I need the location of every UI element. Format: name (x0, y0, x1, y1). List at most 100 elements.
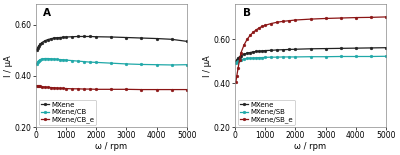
MXene (354, 47, 358, 49)
MXene/SB_e (323, 18, 328, 19)
MXene (184, 40, 189, 42)
MXene/SB_e (368, 16, 373, 18)
MXene/CB (76, 60, 80, 62)
MXene/SB_e (260, 25, 265, 27)
MXene/CB_e (36, 85, 41, 87)
MXene (35, 47, 40, 49)
MXene/CB (36, 60, 41, 62)
MXene/SB (293, 56, 298, 58)
MXene (257, 50, 262, 52)
MXene/SB_e (237, 59, 242, 60)
MXene (251, 51, 256, 53)
MXene (48, 38, 53, 40)
MXene/CB (139, 64, 144, 65)
MXene (82, 35, 86, 37)
MXene/SB (368, 55, 373, 57)
MXene/CB (52, 58, 56, 60)
MXene/SB (260, 57, 265, 59)
Line: MXene/CB: MXene/CB (35, 57, 188, 66)
MXene (52, 37, 56, 39)
MXene/CB (88, 61, 92, 63)
MXene/SB (269, 56, 274, 58)
MXene (368, 47, 373, 49)
MXene/CB (48, 58, 53, 60)
MXene (275, 49, 280, 51)
MXene (248, 52, 252, 53)
MXene/SB (338, 55, 343, 57)
MXene/CB (46, 58, 50, 60)
MXene/SB (257, 57, 262, 59)
MXene/CB_e (38, 86, 43, 87)
MXene (287, 49, 292, 50)
MXene/SB_e (287, 20, 292, 22)
MXene/SB (248, 57, 252, 59)
MXene (38, 43, 43, 45)
MXene/SB_e (234, 81, 238, 82)
MXene/SB (237, 60, 242, 61)
MXene/SB (287, 56, 292, 58)
MXene/CB_e (154, 89, 159, 91)
MXene/SB (384, 55, 388, 57)
MXene/SB (281, 56, 286, 58)
MXene/SB (354, 55, 358, 57)
MXene/CB_e (42, 86, 47, 88)
MXene/SB_e (384, 16, 388, 18)
MXene (260, 50, 265, 52)
MXene/CB (54, 58, 59, 60)
MXene/CB (39, 58, 44, 60)
MXene/CB (154, 64, 159, 66)
MXene/CB_e (60, 87, 65, 89)
MXene/SB_e (239, 52, 244, 53)
MXene (60, 36, 65, 38)
MXene/CB_e (139, 89, 144, 91)
MXene/CB (70, 60, 74, 62)
MXene/SB_e (281, 20, 286, 22)
MXene (46, 39, 50, 40)
MXene/SB_e (257, 27, 262, 29)
MXene/SB_e (234, 75, 239, 77)
MXene (263, 50, 268, 51)
MXene/SB_e (308, 18, 313, 20)
MXene/SB_e (293, 19, 298, 21)
MXene/CB (94, 62, 98, 63)
MXene (308, 48, 313, 50)
MXene/SB_e (269, 23, 274, 24)
MXene (245, 52, 250, 54)
MXene (42, 40, 47, 42)
MXene/SB_e (236, 67, 240, 69)
MXene (70, 36, 74, 38)
MXene/CB_e (70, 88, 74, 90)
MXene/SB_e (248, 34, 252, 36)
MXene/CB_e (35, 85, 40, 87)
MXene/SB (234, 62, 238, 64)
MXene/SB_e (263, 24, 268, 26)
Text: A: A (43, 8, 51, 18)
MXene (281, 49, 286, 51)
MXene/CB_e (109, 88, 114, 90)
MXene/SB_e (251, 31, 256, 33)
MXene (36, 45, 41, 47)
MXene (234, 59, 239, 60)
MXene/SB (254, 57, 258, 59)
MXene (39, 42, 44, 44)
MXene (64, 36, 68, 38)
MXene/CB (58, 59, 62, 60)
MXene/CB_e (52, 87, 56, 89)
Line: MXene/CB_e: MXene/CB_e (35, 84, 188, 91)
MXene/CB (34, 63, 39, 65)
MXene (76, 35, 80, 37)
MXene (88, 35, 92, 37)
MXene (94, 36, 98, 38)
MXene (239, 55, 244, 57)
Line: MXene: MXene (35, 35, 188, 51)
MXene/SB_e (254, 29, 258, 31)
MXene (58, 37, 62, 38)
MXene/CB_e (82, 88, 86, 90)
MXene (34, 49, 39, 51)
MXene (169, 38, 174, 40)
MXene/SB (263, 56, 268, 58)
MXene/CB_e (58, 87, 62, 89)
MXene/CB_e (39, 86, 44, 88)
MXene/CB_e (184, 89, 189, 91)
MXene/CB_e (76, 88, 80, 90)
